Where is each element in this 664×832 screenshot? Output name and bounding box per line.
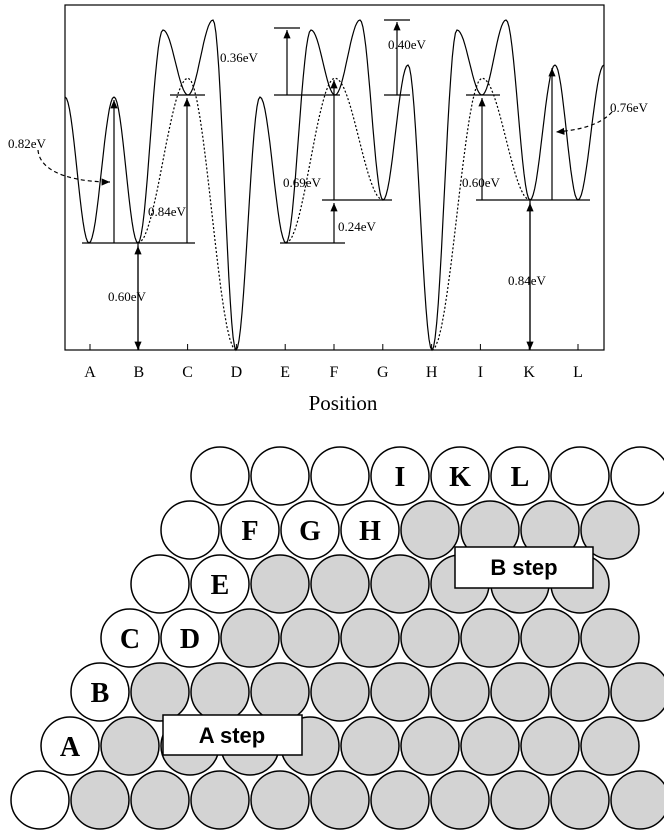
atom-label: I: [395, 462, 406, 493]
atom: [371, 555, 429, 613]
energy-label: 0.84eV: [148, 204, 187, 219]
atom: [71, 771, 129, 829]
atom: [221, 609, 279, 667]
x-axis-label: Position: [309, 391, 378, 415]
atom: [581, 717, 639, 775]
atom: [581, 609, 639, 667]
atom: [11, 771, 69, 829]
atom: [371, 771, 429, 829]
atom: [401, 501, 459, 559]
energy-label: 0.84eV: [508, 273, 547, 288]
atom: [251, 663, 309, 721]
atom-label: K: [449, 462, 471, 493]
energy-label: 0.60eV: [462, 175, 501, 190]
atom: [191, 447, 249, 505]
atom: [491, 663, 549, 721]
energy-label: 0.60eV: [108, 289, 147, 304]
atom: [491, 771, 549, 829]
atom-label: A: [60, 732, 81, 763]
figure: 0.82eV 0.84eV 0.60eV 0.36eV 0.40eV 0.69e…: [0, 0, 664, 832]
atom: [521, 717, 579, 775]
atom: [611, 663, 664, 721]
energy-label: 0.24eV: [338, 219, 377, 234]
atom-diagram: I K L F G H E C D BA: [11, 447, 664, 829]
x-tick-label: A: [84, 364, 96, 381]
atom: [131, 663, 189, 721]
atom: [251, 771, 309, 829]
atom: [521, 609, 579, 667]
step-label: A step: [199, 723, 265, 748]
atom-label: E: [211, 570, 230, 601]
x-tick-label: I: [478, 364, 483, 381]
atom: [131, 555, 189, 613]
atom: [341, 609, 399, 667]
atom: [191, 663, 249, 721]
atom-label: D: [180, 624, 200, 655]
energy-label: 0.36eV: [220, 50, 259, 65]
atom: [461, 717, 519, 775]
atom: [311, 663, 369, 721]
atom: [401, 609, 459, 667]
energy-label: 0.76eV: [610, 100, 649, 115]
atom: [401, 717, 459, 775]
atom: [191, 771, 249, 829]
step-label: B step: [490, 555, 557, 580]
x-tick-label: D: [231, 364, 243, 381]
x-tick-label: E: [280, 364, 290, 381]
atom: [551, 663, 609, 721]
atom: [611, 771, 664, 829]
x-tick-label: H: [426, 364, 438, 381]
atom: [461, 609, 519, 667]
atom: [311, 555, 369, 613]
x-tick-label: C: [182, 364, 193, 381]
x-tick-label: G: [377, 364, 389, 381]
energy-label: 0.82eV: [8, 136, 47, 151]
atom: [341, 717, 399, 775]
atom: [311, 771, 369, 829]
atom: [131, 771, 189, 829]
atom-label: F: [241, 516, 258, 547]
x-tick-label: F: [330, 364, 339, 381]
atom: [551, 771, 609, 829]
atom: [431, 663, 489, 721]
atom: [161, 501, 219, 559]
energy-label: 0.40eV: [388, 37, 427, 52]
atom-label: H: [359, 516, 381, 547]
atom-label: L: [511, 462, 530, 493]
atom: [371, 663, 429, 721]
x-tick-label: K: [523, 364, 535, 381]
atom: [611, 447, 664, 505]
x-tick-label: B: [133, 364, 144, 381]
atom: [251, 555, 309, 613]
x-tick-label: L: [573, 364, 583, 381]
atom-label: B: [91, 678, 110, 709]
atom: [431, 771, 489, 829]
atom: [101, 717, 159, 775]
atom-label: G: [299, 516, 321, 547]
energy-plot: 0.82eV 0.84eV 0.60eV 0.36eV 0.40eV 0.69e…: [8, 5, 649, 415]
atom: [551, 447, 609, 505]
atom: [311, 447, 369, 505]
atom: [251, 447, 309, 505]
atom: [281, 609, 339, 667]
energy-label: 0.69eV: [283, 175, 322, 190]
atom-label: C: [120, 624, 140, 655]
